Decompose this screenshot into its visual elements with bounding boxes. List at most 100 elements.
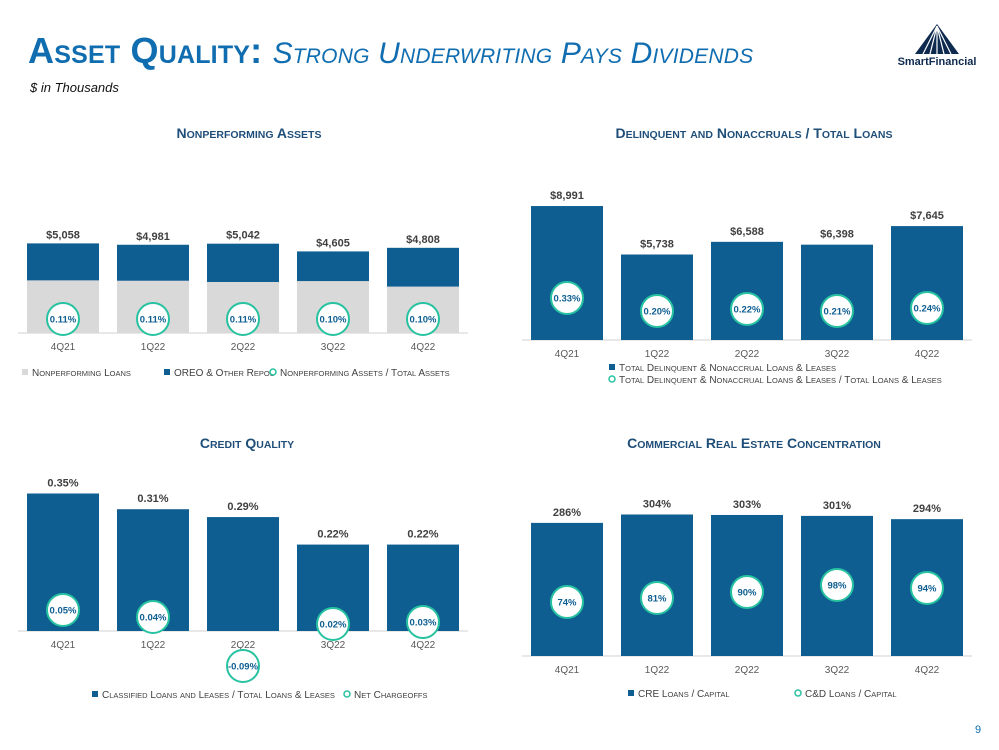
- legend-label: OREO & OTHER REPOS: [174, 368, 275, 379]
- chart-title: CREDIT QUALITY: [200, 435, 294, 451]
- x-tick-label: 4Q21: [555, 665, 580, 676]
- legend-label: CRE LOANS / CAPITAL: [638, 689, 730, 700]
- x-tick-label: 4Q21: [51, 640, 76, 651]
- bar-total-label: $5,058: [46, 229, 80, 241]
- bar-oreo-other-repos: [27, 243, 99, 281]
- bar-oreo-other-repos: [387, 247, 459, 287]
- marker-label: 0.05%: [50, 606, 77, 617]
- bar-value-label: $5,738: [640, 239, 674, 251]
- legend-label: CLASSIFIED LOANS AND LEASES / TOTAL LOAN…: [102, 690, 335, 701]
- chart-cre-concentration: COMMERCIAL REAL ESTATE CONCENTRATION 286%…: [522, 435, 972, 700]
- x-tick-label: 1Q22: [141, 342, 166, 353]
- title-sub: Strong Underwriting Pays Dividends: [272, 37, 754, 70]
- x-tick-label: 2Q22: [735, 349, 760, 360]
- chart-credit-quality: CREDIT QUALITY 0.35% 4Q21 0.05% 0.31% 1Q22 0.0…: [18, 435, 468, 701]
- marker-circle: [550, 585, 584, 619]
- legend-label: TOTAL DELINQUENT & NONACCRUAL LOANS & LE…: [619, 363, 836, 374]
- x-tick-label: 3Q22: [321, 342, 346, 353]
- marker-circle: [46, 302, 80, 336]
- x-tick-label: 1Q22: [141, 640, 166, 651]
- x-tick-label: 2Q22: [231, 342, 256, 353]
- page-subtitle: $ in Thousands: [30, 80, 119, 95]
- x-tick-label: 2Q22: [735, 665, 760, 676]
- marker-label: -0.09%: [228, 662, 259, 673]
- legend-swatch: [22, 369, 28, 375]
- marker-circle: [910, 291, 944, 325]
- marker-circle: [46, 593, 80, 627]
- bar-value-label: 301%: [823, 500, 851, 512]
- legend-label: NET CHARGEOFFS: [354, 690, 428, 701]
- legend-swatch-circle: [269, 368, 277, 376]
- bar-value-label: 304%: [643, 499, 671, 511]
- bar-total-label: $4,981: [136, 231, 170, 243]
- legend-swatch: [164, 369, 170, 375]
- marker-label: 74%: [557, 598, 577, 609]
- marker-label: 0.24%: [914, 304, 941, 315]
- marker-circle: [316, 607, 350, 641]
- legend-swatch-circle: [343, 690, 351, 698]
- marker-circle: [316, 302, 350, 336]
- bar-value-label: 0.35%: [47, 478, 78, 490]
- marker-circle: [226, 649, 260, 683]
- marker-circle: [406, 605, 440, 639]
- x-tick-label: 4Q22: [411, 640, 436, 651]
- chart-delinquent-nonaccruals: DELINQUENT AND NONACCRUALS / TOTAL LOANS…: [522, 125, 972, 386]
- x-tick-label: 4Q22: [411, 342, 436, 353]
- bar: [207, 517, 279, 631]
- page-number: 9: [975, 724, 982, 736]
- x-tick-label: 3Q22: [825, 349, 850, 360]
- bar-total-label: $4,808: [406, 234, 440, 246]
- legend-label: TOTAL DELINQUENT & NONACCRUAL LOANS & LE…: [619, 375, 942, 386]
- legend-swatch: [628, 690, 634, 696]
- x-tick-label: 4Q22: [915, 349, 940, 360]
- x-tick-label: 1Q22: [645, 349, 670, 360]
- chart-nonperforming-assets: NONPERFORMING ASSETS $5,058 4Q21 0.11% $4,98…: [18, 125, 468, 379]
- page-title: Asset Quality: Strong Underwriting Pays …: [28, 30, 753, 72]
- x-tick-label: 3Q22: [825, 665, 850, 676]
- bar-oreo-other-repos: [117, 244, 189, 281]
- chart-title: NONPERFORMING ASSETS: [177, 125, 322, 141]
- bar-value-label: 286%: [553, 507, 581, 519]
- bar-value-label: $6,588: [730, 226, 764, 238]
- legend-swatch-circle: [794, 689, 802, 697]
- bar-value-label: $7,645: [910, 210, 944, 222]
- marker-circle: [820, 294, 854, 328]
- marker-circle: [550, 281, 584, 315]
- x-tick-label: 4Q21: [51, 342, 76, 353]
- marker-label: 90%: [737, 588, 757, 599]
- legend-swatch: [609, 364, 615, 370]
- bar-oreo-other-repos: [297, 251, 369, 282]
- marker-label: 94%: [917, 584, 937, 595]
- bar-value-label: 0.29%: [227, 501, 258, 513]
- marker-label: 0.04%: [140, 613, 167, 624]
- marker-circle: [640, 581, 674, 615]
- bar-value-label: $6,398: [820, 229, 854, 241]
- x-tick-label: 3Q22: [321, 640, 346, 651]
- marker-circle: [406, 302, 440, 336]
- marker-circle: [226, 302, 260, 336]
- bar-value-label: 0.31%: [137, 493, 168, 505]
- legend-label: C&D LOANS / CAPITAL: [805, 689, 897, 700]
- bar-value-label: 294%: [913, 503, 941, 515]
- marker-label: 0.20%: [644, 307, 671, 318]
- logo-mark-icon: [915, 24, 959, 55]
- legend-swatch: [92, 691, 98, 697]
- bar-value-label: 303%: [733, 499, 761, 511]
- marker-label: 0.03%: [410, 618, 437, 629]
- marker-label: 0.33%: [554, 294, 581, 305]
- chart-title: COMMERCIAL REAL ESTATE CONCENTRATION: [627, 435, 881, 451]
- bar-total-label: $4,605: [316, 237, 350, 249]
- marker-circle: [730, 575, 764, 609]
- bar-value-label: 0.22%: [407, 529, 438, 541]
- legend-label: NONPERFORMING ASSETS / TOTAL ASSETS: [280, 368, 450, 379]
- marker-label: 0.11%: [230, 315, 257, 326]
- x-tick-label: 4Q22: [915, 665, 940, 676]
- marker-circle: [136, 302, 170, 336]
- marker-circle: [820, 568, 854, 602]
- bar-oreo-other-repos: [207, 243, 279, 282]
- legend-swatch-circle: [608, 375, 616, 383]
- x-tick-label: 2Q22: [231, 640, 256, 651]
- marker-label: 0.11%: [140, 315, 167, 326]
- marker-circle: [136, 600, 170, 634]
- marker-label: 98%: [827, 581, 847, 592]
